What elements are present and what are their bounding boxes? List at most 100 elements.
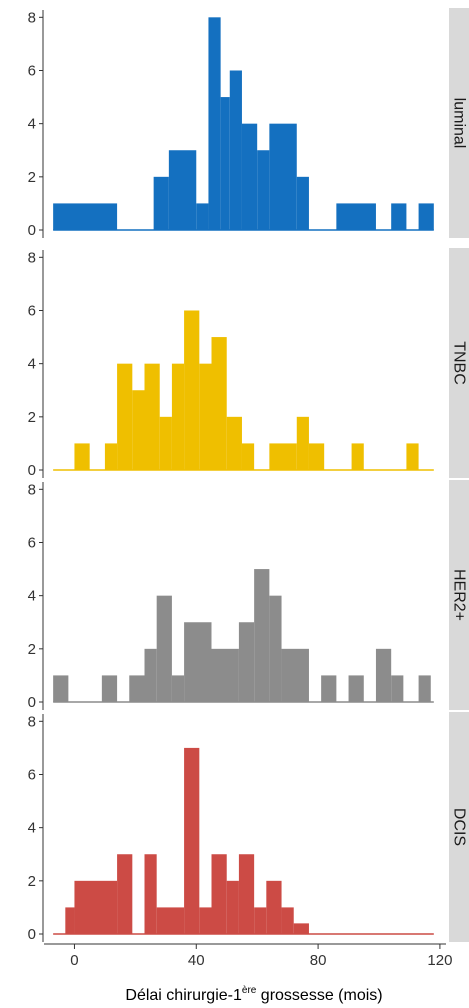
histogram-bar bbox=[226, 416, 242, 470]
histogram-bar bbox=[336, 203, 376, 230]
histogram-bar bbox=[238, 622, 255, 702]
histogram-bar bbox=[257, 150, 270, 230]
panel-luminal: 0 2 4 6 8 luminal bbox=[28, 8, 469, 239]
histogram-bar bbox=[65, 907, 75, 934]
histogram-bar bbox=[184, 747, 200, 934]
histogram-bar bbox=[159, 416, 172, 470]
y-tick-label: 2 bbox=[28, 169, 36, 186]
y-tick-label: 4 bbox=[28, 356, 36, 373]
histogram-bar bbox=[269, 443, 297, 470]
histogram-bar bbox=[153, 176, 169, 230]
histogram-bar bbox=[281, 907, 294, 934]
y-tick-label: 6 bbox=[28, 534, 36, 551]
histogram-bar bbox=[281, 648, 309, 702]
y-tick-label: 4 bbox=[28, 116, 36, 133]
histogram-bar bbox=[196, 203, 209, 230]
histogram-bar bbox=[254, 569, 270, 702]
y-tick-label: 6 bbox=[28, 302, 36, 319]
histogram-bar bbox=[199, 907, 212, 934]
y-tick-label: 4 bbox=[28, 588, 36, 605]
histogram-bar bbox=[199, 363, 212, 470]
histogram-bar bbox=[104, 443, 118, 470]
histogram-bar bbox=[391, 203, 407, 230]
y-tick-label: 8 bbox=[28, 481, 36, 498]
histogram-bar bbox=[296, 416, 309, 470]
y-tick-label: 6 bbox=[28, 62, 36, 79]
panels-layer: 0 2 4 6 8 luminal 0 2 4 6 8 TNBC 0 2 4 6 8 HER2+ 0 2 4 6 8 DCIS bbox=[28, 8, 469, 943]
y-tick-label: 2 bbox=[28, 873, 36, 890]
histogram-bar bbox=[351, 443, 364, 470]
x-axis-title-main: Délai chirurgie-1 bbox=[125, 987, 242, 1004]
facet-strip bbox=[449, 712, 469, 942]
histogram-bar bbox=[226, 880, 239, 934]
histogram-bar bbox=[208, 17, 221, 230]
y-tick-label: 8 bbox=[28, 249, 36, 266]
histogram-bar bbox=[101, 675, 118, 702]
histogram-bar bbox=[406, 443, 419, 470]
histogram-bar bbox=[296, 176, 309, 230]
histogram-bar bbox=[348, 675, 364, 702]
histogram-bar bbox=[418, 675, 431, 702]
histogram-bar bbox=[132, 390, 145, 470]
panel-background bbox=[44, 248, 446, 478]
histogram-bar bbox=[391, 675, 404, 702]
histogram-bar bbox=[74, 880, 118, 934]
y-tick-label: 0 bbox=[28, 462, 36, 479]
y-tick-label: 2 bbox=[28, 641, 36, 658]
facet-strip-label: HER2+ bbox=[451, 569, 468, 621]
histogram-bar bbox=[211, 854, 227, 934]
x-axis-title: Délai chirurgie-1ère grossesse (mois) bbox=[125, 985, 382, 1004]
x-tick-label: 40 bbox=[188, 952, 205, 969]
facet-strip bbox=[449, 8, 469, 238]
histogram-bar bbox=[375, 648, 392, 702]
histogram-bar bbox=[117, 363, 133, 470]
histogram-bar bbox=[293, 923, 309, 934]
histogram-bar bbox=[74, 443, 90, 470]
histogram-bar bbox=[156, 595, 172, 702]
histogram-bar bbox=[269, 595, 282, 702]
x-tick-label: 0 bbox=[70, 952, 78, 969]
y-tick-label: 8 bbox=[28, 713, 36, 730]
histogram-bar bbox=[418, 203, 434, 230]
y-tick-label: 0 bbox=[28, 222, 36, 239]
facet-strip-label: luminal bbox=[451, 98, 468, 149]
x-tick-label: 80 bbox=[310, 952, 327, 969]
histogram-bar bbox=[144, 854, 157, 934]
y-tick-label: 2 bbox=[28, 409, 36, 426]
histogram-bar bbox=[266, 880, 282, 934]
y-tick-label: 0 bbox=[28, 926, 36, 943]
y-tick-label: 8 bbox=[28, 9, 36, 26]
x-axis-title-rest: grossesse (mois) bbox=[256, 987, 382, 1004]
histogram-bar bbox=[171, 363, 185, 470]
histogram-bar bbox=[53, 203, 118, 230]
panel-her2-: 0 2 4 6 8 HER2+ bbox=[28, 480, 469, 711]
histogram-bar bbox=[144, 363, 160, 470]
y-tick-label: 4 bbox=[28, 820, 36, 837]
histogram-bar bbox=[211, 648, 239, 702]
histogram-bar bbox=[117, 854, 133, 934]
histogram-bar bbox=[220, 97, 230, 230]
histogram-bar bbox=[238, 854, 255, 934]
x-tick-label: 120 bbox=[427, 952, 452, 969]
histogram-bar bbox=[53, 675, 69, 702]
histogram-bar bbox=[254, 907, 267, 934]
histogram-bar bbox=[321, 675, 337, 702]
histogram-bar bbox=[229, 70, 242, 231]
histogram-bar bbox=[171, 675, 185, 702]
facet-strip bbox=[449, 480, 469, 710]
histogram-bar bbox=[168, 150, 197, 230]
histogram-bar bbox=[129, 675, 145, 702]
histogram-bar bbox=[241, 443, 255, 470]
panel-tnbc: 0 2 4 6 8 TNBC bbox=[28, 248, 469, 479]
panel-dcis: 0 2 4 6 8 DCIS bbox=[28, 712, 469, 943]
histogram-bar bbox=[241, 123, 258, 230]
facet-strip bbox=[449, 248, 469, 478]
histogram-bar bbox=[269, 123, 297, 230]
facet-strip-label: TNBC bbox=[451, 341, 468, 385]
histogram-bar bbox=[308, 443, 325, 470]
histogram-bar bbox=[184, 310, 200, 470]
facet-strip-label: DCIS bbox=[451, 808, 468, 846]
histogram-bar bbox=[144, 648, 157, 702]
x-axis-title-superscript: ère bbox=[242, 985, 257, 996]
